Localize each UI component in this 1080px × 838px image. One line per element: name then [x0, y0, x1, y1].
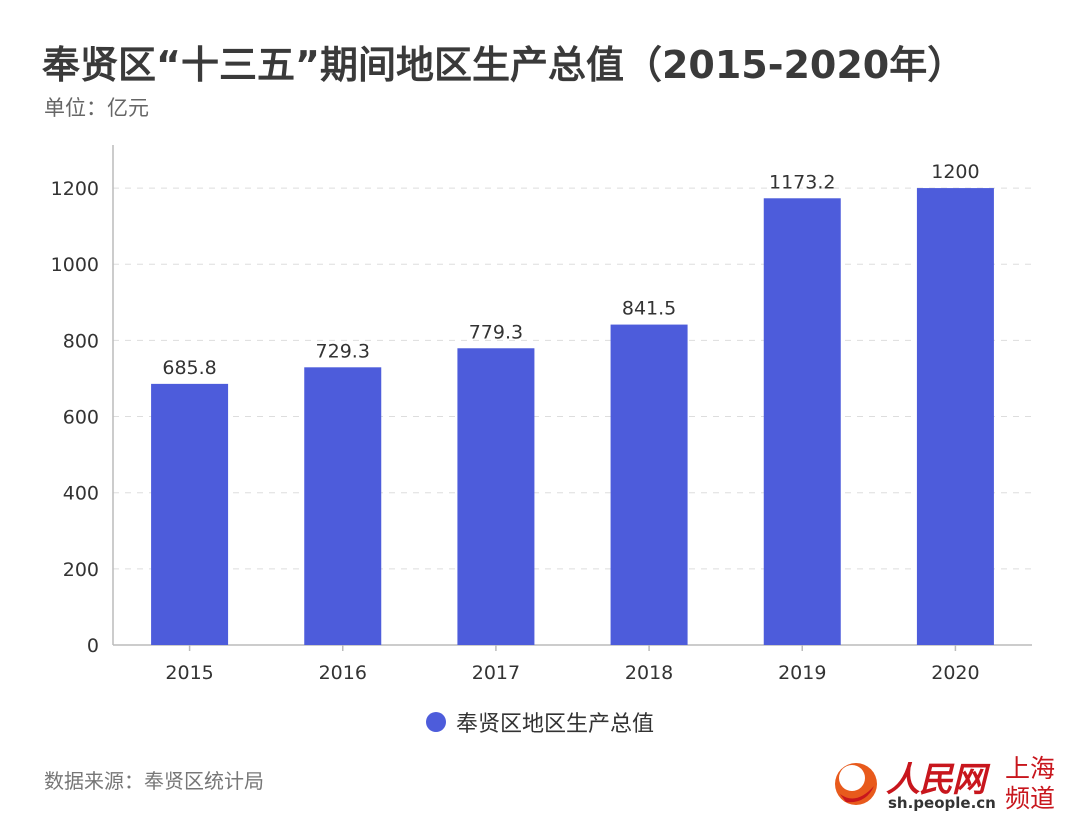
legend-label: 奉贤区地区生产总值: [455, 712, 654, 737]
logo-name: 人民网: [886, 760, 986, 800]
x-tick-label: 2018: [625, 662, 673, 684]
unit-label: 单位：亿元: [44, 96, 149, 120]
y-tick-label: 200: [63, 559, 99, 581]
bar-value-label: 779.3: [469, 321, 523, 343]
legend-marker: [425, 712, 446, 732]
people-logo-icon: [835, 763, 877, 805]
y-tick-label: 1200: [51, 178, 99, 200]
y-tick-label: 800: [63, 330, 99, 352]
chart-title: 奉贤区“十三五”期间地区生产总值（2015-2020年）: [42, 43, 966, 87]
bar: [457, 348, 535, 645]
logo-channel: 上海频道: [1004, 754, 1055, 813]
x-tick-label: 2020: [931, 662, 979, 684]
bar-value-label: 1173.2: [769, 171, 835, 193]
x-tick-label: 2019: [778, 662, 826, 684]
y-tick-label: 400: [63, 483, 99, 505]
bar: [304, 367, 382, 645]
bar: [151, 383, 229, 645]
people-cn-logo: 人民网 sh.people.cn 上海频道: [832, 752, 1062, 818]
bar-value-label: 685.8: [162, 357, 216, 379]
bar: [610, 324, 688, 645]
y-tick-label: 0: [87, 635, 99, 657]
bar-value-label: 841.5: [622, 298, 676, 320]
logo-url: sh.people.cn: [888, 794, 996, 812]
bar: [916, 188, 994, 646]
x-tick-label: 2017: [472, 662, 520, 684]
legend: 奉贤区地区生产总值: [0, 706, 1080, 738]
y-tick-label: 1000: [51, 254, 99, 276]
bar-value-label: 1200: [931, 161, 979, 183]
bar-chart: 0 200 400 600 800 1000 1200 685.8 2015 729.3 2016 7…: [51, 145, 1032, 684]
data-source: 数据来源：奉贤区统计局: [44, 769, 264, 793]
x-tick-label: 2016: [319, 662, 367, 684]
y-tick-label: 600: [63, 407, 99, 429]
bar-value-label: 729.3: [316, 340, 370, 362]
x-tick-label: 2015: [165, 662, 213, 684]
bar: [763, 198, 841, 645]
